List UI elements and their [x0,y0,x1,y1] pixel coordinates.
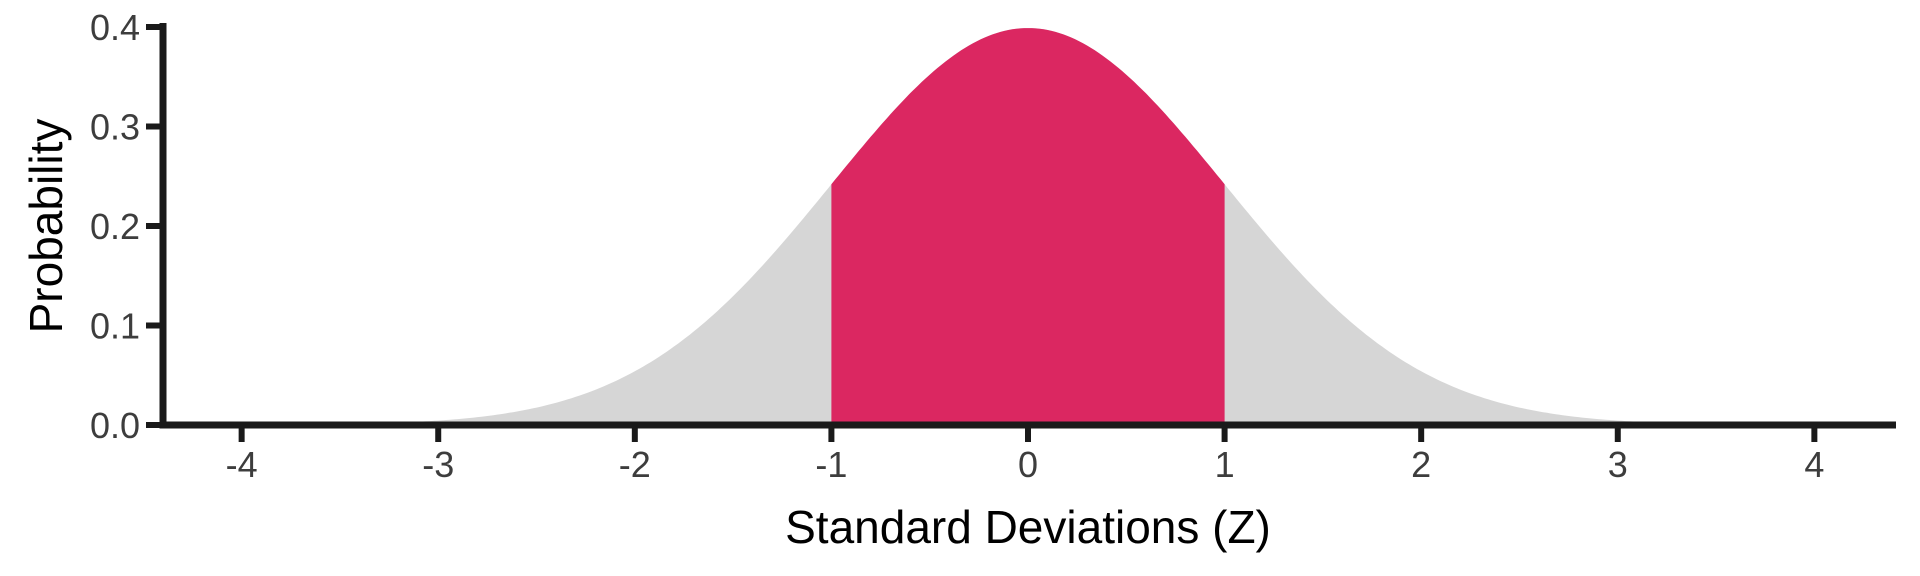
y-tick-label: 0.2 [90,206,140,247]
x-ticks [238,428,1818,442]
y-tick-label: 0.3 [90,107,140,148]
x-tick-labels: -4 -3 -2 -1 0 1 2 3 4 [226,444,1825,485]
y-ticks [146,24,160,428]
y-tick-labels: 0.0 0.1 0.2 0.3 0.4 [90,7,140,446]
x-tick-label: 1 [1215,444,1235,485]
x-tick-label: 3 [1608,444,1628,485]
x-tick-label: -3 [422,444,454,485]
x-tick-label: 0 [1018,444,1038,485]
x-tick-label: 2 [1411,444,1431,485]
x-tick-label: 4 [1804,444,1824,485]
x-tick-label: -1 [815,444,847,485]
x-axis-label: Standard Deviations (Z) [785,501,1271,553]
y-tick-label: 0.4 [90,7,140,48]
y-axis-label: Probability [20,119,72,334]
x-tick-label: -4 [226,444,258,485]
y-tick-label: 0.1 [90,306,140,347]
x-tick-label: -2 [619,444,651,485]
y-tick-label: 0.0 [90,405,140,446]
curve-area-highlight [831,28,1225,425]
